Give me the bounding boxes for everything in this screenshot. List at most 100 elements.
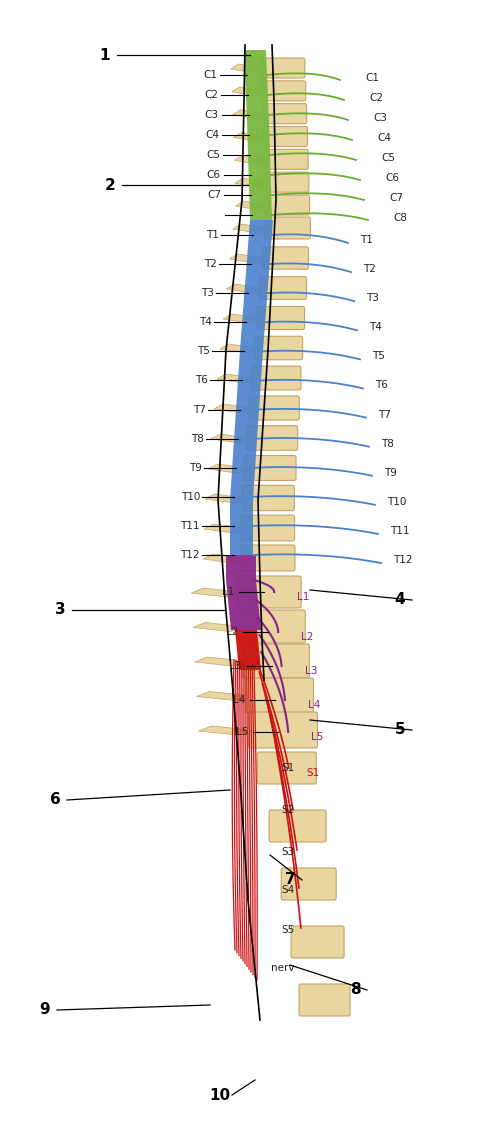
FancyBboxPatch shape [244,455,296,480]
Polygon shape [233,110,265,119]
FancyBboxPatch shape [262,81,306,101]
Text: C7: C7 [389,193,403,203]
Text: T5: T5 [197,346,210,356]
Text: T9: T9 [384,468,397,478]
FancyBboxPatch shape [281,868,336,900]
Text: L4: L4 [308,700,320,710]
Polygon shape [223,314,258,323]
FancyBboxPatch shape [242,486,294,510]
Text: C1: C1 [365,73,379,83]
Text: 4: 4 [395,592,405,607]
Text: T10: T10 [181,492,200,501]
FancyBboxPatch shape [242,515,295,541]
Polygon shape [203,554,243,563]
Text: C1: C1 [203,70,217,80]
Text: 9: 9 [40,1003,50,1017]
Text: C2: C2 [204,90,218,100]
Text: L3: L3 [229,661,242,671]
Text: T8: T8 [191,434,204,444]
Polygon shape [233,224,266,233]
FancyBboxPatch shape [237,575,301,608]
Text: T3: T3 [202,288,214,298]
Text: T3: T3 [366,293,379,303]
Text: L2: L2 [301,632,314,642]
Text: C5: C5 [206,149,220,160]
FancyBboxPatch shape [240,610,305,643]
Text: S2: S2 [282,805,295,815]
FancyBboxPatch shape [251,366,301,390]
Text: T5: T5 [372,352,385,361]
FancyBboxPatch shape [291,926,344,958]
FancyBboxPatch shape [243,644,309,678]
Polygon shape [234,133,265,142]
Polygon shape [214,404,251,413]
Text: C6: C6 [385,173,399,183]
Text: 2: 2 [105,178,116,192]
FancyBboxPatch shape [253,336,303,360]
Polygon shape [226,555,261,629]
Text: C4: C4 [206,130,220,140]
FancyBboxPatch shape [247,426,298,451]
Polygon shape [211,434,249,443]
Text: L1: L1 [222,587,234,597]
FancyBboxPatch shape [263,103,307,124]
Polygon shape [236,201,267,210]
Text: 7: 7 [285,872,295,888]
Text: 10: 10 [210,1088,231,1103]
Polygon shape [220,344,255,353]
FancyBboxPatch shape [246,678,313,713]
Polygon shape [235,629,261,670]
Text: T10: T10 [387,497,406,507]
FancyBboxPatch shape [264,149,308,170]
Text: T1: T1 [206,230,219,241]
Text: T4: T4 [199,317,212,327]
Text: T9: T9 [189,463,202,473]
Polygon shape [191,588,239,597]
Text: L1: L1 [297,592,310,602]
FancyBboxPatch shape [249,711,318,747]
FancyBboxPatch shape [265,172,309,192]
FancyBboxPatch shape [249,396,299,420]
FancyBboxPatch shape [261,58,305,78]
Text: L2: L2 [226,627,238,637]
Text: T1: T1 [360,235,373,245]
Polygon shape [244,49,272,220]
Text: nerv: nerv [271,963,295,973]
Polygon shape [195,658,245,667]
Text: T2: T2 [204,260,217,269]
Text: 3: 3 [55,602,65,617]
Text: C2: C2 [369,93,383,103]
Polygon shape [226,284,261,293]
Polygon shape [197,691,248,700]
Polygon shape [232,87,264,96]
FancyBboxPatch shape [269,810,326,842]
Text: C8: C8 [393,214,407,223]
Text: S1: S1 [307,768,320,778]
Text: T12: T12 [180,550,200,560]
FancyBboxPatch shape [257,752,316,785]
Text: 8: 8 [350,982,361,997]
Text: C3: C3 [373,114,387,123]
Text: T11: T11 [390,526,409,536]
Polygon shape [231,64,263,73]
Text: T2: T2 [363,264,376,274]
Text: T7: T7 [193,405,206,415]
FancyBboxPatch shape [265,194,310,215]
Text: C7: C7 [207,190,221,200]
Polygon shape [205,495,244,504]
Text: C4: C4 [377,133,391,143]
FancyBboxPatch shape [256,307,305,329]
Polygon shape [234,155,266,164]
Text: L4: L4 [233,695,245,705]
Text: C3: C3 [205,110,219,120]
Text: C5: C5 [381,153,395,163]
Polygon shape [193,623,242,632]
Polygon shape [217,374,253,383]
Text: S1: S1 [282,763,295,773]
FancyBboxPatch shape [299,984,350,1016]
FancyBboxPatch shape [262,247,308,269]
Text: T7: T7 [378,409,391,419]
Text: 1: 1 [100,47,110,63]
Text: T6: T6 [375,380,388,390]
Polygon shape [230,220,273,555]
